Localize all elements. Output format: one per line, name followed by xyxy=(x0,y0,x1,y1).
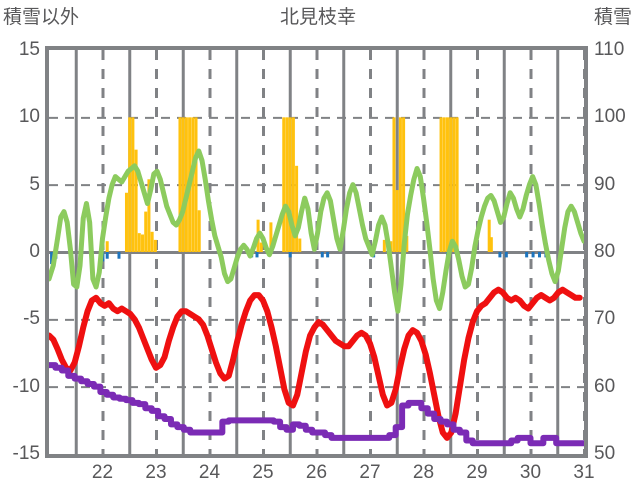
y-tick-label: 10 xyxy=(18,106,40,128)
y-tick-label: -5 xyxy=(23,308,40,330)
x-tick-label: 22 xyxy=(91,462,114,483)
right-axis-title: 積雪 xyxy=(593,7,632,28)
y2-tick-label: 70 xyxy=(594,308,616,330)
bars-layer xyxy=(50,117,548,265)
y2-tick-label: 110 xyxy=(594,39,625,60)
x-tick-label: 23 xyxy=(145,462,167,483)
x-tick-label: 30 xyxy=(519,462,542,483)
plot-canvas xyxy=(49,50,584,454)
chart-title: 北見枝幸 xyxy=(279,7,356,28)
left-axis-title: 積雪以外 xyxy=(3,7,80,28)
y2-tick-label: 60 xyxy=(594,375,616,397)
y2-tick-label: 100 xyxy=(594,106,626,128)
y-tick-label: 5 xyxy=(29,173,40,195)
x-tick-label: 29 xyxy=(466,462,488,483)
x-tick-label: 25 xyxy=(252,462,274,483)
x-tick-label: 26 xyxy=(305,462,328,483)
y-tick-label: -15 xyxy=(12,443,40,464)
x-tick-label: 31 xyxy=(573,462,595,483)
y2-tick-label: 80 xyxy=(594,241,616,262)
y2-tick-label: 50 xyxy=(594,443,616,464)
y-tick-label: 0 xyxy=(29,241,40,262)
y-tick-label: 15 xyxy=(18,39,40,60)
y-tick-label: -10 xyxy=(12,375,40,397)
x-tick-label: 24 xyxy=(198,462,221,483)
plot-area xyxy=(45,46,588,458)
y2-tick-label: 90 xyxy=(594,173,616,195)
x-tick-label: 28 xyxy=(412,462,435,483)
series-lines-layer xyxy=(49,148,584,447)
x-tick-label: 27 xyxy=(359,462,381,483)
